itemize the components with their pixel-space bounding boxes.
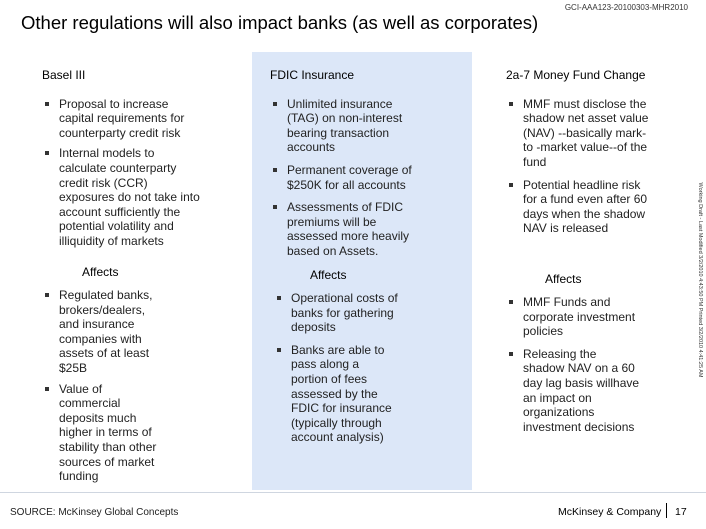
column-heading-money-fund-change: 2a-7 Money Fund Change [506, 68, 646, 82]
column-money-fund-change: 2a-7 Money Fund Change MMF must disclose… [506, 68, 656, 242]
bullet-icon [273, 101, 277, 106]
bullet-icon [45, 293, 49, 297]
affects-item: Regulated banks, brokers/dealers, and in… [42, 288, 160, 376]
column-heading-fdic-insurance: FDIC Insurance [270, 68, 355, 82]
footer-divider [0, 492, 706, 493]
bullet-item: Unlimited insurance (TAG) on non-interes… [270, 97, 420, 155]
affects-item: Releasing the shadow NAV on a 60 day lag… [506, 347, 641, 435]
page-number: 17 [675, 506, 687, 518]
bullet-item: Potential headline risk for a fund even … [506, 178, 656, 236]
bullet-icon [45, 386, 49, 391]
affects-item: MMF Funds and corporate investment polic… [506, 295, 641, 339]
bullet-item: Internal models to calculate counterpart… [42, 146, 202, 248]
affects-list-money-fund-change: MMF Funds and corporate investment polic… [506, 295, 641, 440]
affects-list-fdic-insurance: Operational costs of banks for gathering… [274, 291, 399, 451]
bullet-icon [273, 167, 277, 172]
bullet-icon [509, 300, 513, 304]
side-note: Working Draft - Last Modified 3/2/2010 4… [697, 182, 703, 378]
highlight-column-background [252, 52, 472, 490]
bullet-icon [273, 205, 277, 210]
bullet-item: Permanent coverage of $250K for all acco… [270, 163, 420, 192]
bullet-item: MMF must disclose the shadow net asset v… [506, 97, 656, 170]
bullet-icon [509, 101, 513, 106]
bullet-icon [509, 351, 513, 356]
bullet-icon [509, 182, 513, 187]
bullet-item: Proposal to increase capital requirement… [42, 97, 202, 141]
footer-separator [666, 503, 667, 518]
bullet-icon [45, 151, 49, 156]
affects-label-fdic-insurance: Affects [310, 268, 347, 282]
bullet-icon [277, 296, 281, 300]
affects-label-money-fund-change: Affects [545, 272, 582, 286]
slide-title: Other regulations will also impact banks… [21, 12, 539, 33]
column-basel-iii: Basel III Proposal to increase capital r… [42, 68, 202, 255]
bullet-icon [277, 347, 281, 352]
document-id: GCI-AAA123-20100303-MHR2010 [564, 3, 688, 12]
bullet-item: Assessments of FDIC premiums will be ass… [270, 200, 420, 258]
footer-brand: McKinsey & Company [558, 506, 662, 518]
affects-item: Operational costs of banks for gathering… [274, 291, 399, 335]
affects-list-basel-iii: Regulated banks, brokers/dealers, and in… [42, 288, 160, 490]
affects-item: Value of commercial deposits much higher… [42, 382, 160, 484]
affects-label-basel-iii: Affects [82, 265, 119, 279]
affects-item: Banks are able to pass along a portion o… [274, 343, 399, 445]
bullet-icon [45, 101, 49, 106]
footer-source: SOURCE: McKinsey Global Concepts [10, 507, 179, 518]
column-heading-basel-iii: Basel III [42, 68, 86, 82]
column-fdic-insurance: FDIC Insurance Unlimited insurance (TAG)… [270, 68, 420, 265]
